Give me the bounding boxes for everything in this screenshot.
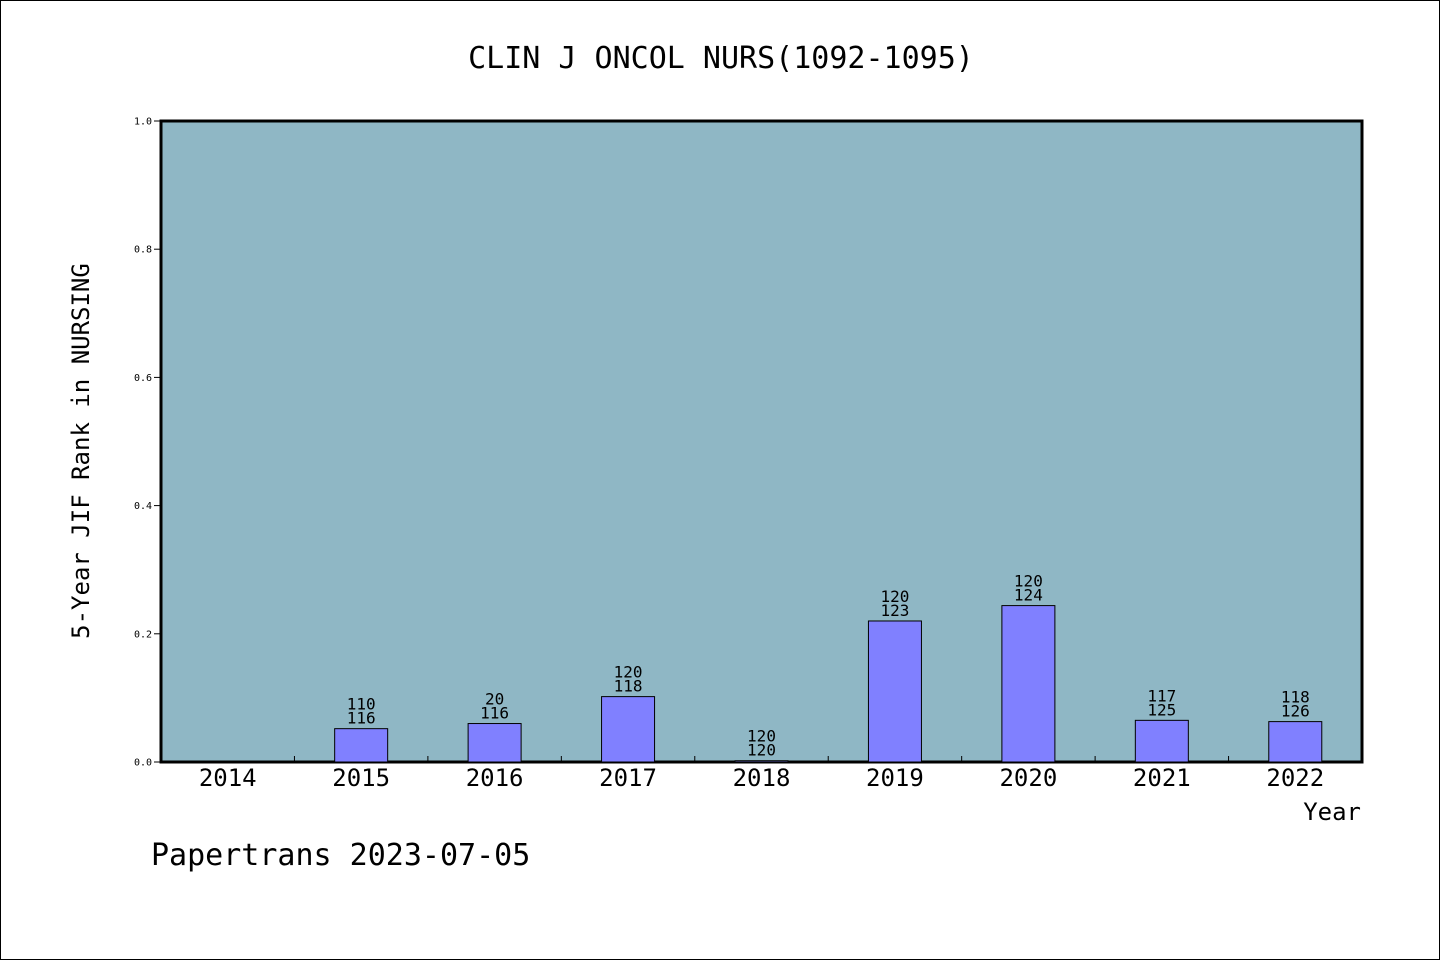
- bar-label-top: 120: [614, 663, 643, 682]
- y-tick-label: 0.2: [134, 629, 152, 640]
- plot-area: [159, 119, 1364, 764]
- x-tick-label: 2014: [199, 764, 257, 792]
- bar-2020: [1001, 605, 1056, 763]
- y-tick-label: 0.4: [134, 501, 152, 512]
- bar-label-top: 117: [1147, 686, 1176, 705]
- x-tick-label: 2019: [866, 764, 924, 792]
- bar-label-bottom: 123: [880, 601, 909, 620]
- x-axis: 2014 2015 2016 2017 2018 2019 2020 2021 2022: [199, 756, 1324, 792]
- bar-label-bottom: 125: [1147, 700, 1176, 719]
- x-tick-label: 2017: [599, 764, 657, 792]
- y-axis: 0.0 0.2 0.4 0.6 0.8 1.0: [134, 117, 161, 769]
- x-axis-label: Year: [1303, 798, 1361, 826]
- bar-label-top: 120: [1014, 572, 1043, 591]
- bar-label-top: 118: [1281, 688, 1310, 707]
- x-tick-label: 2018: [733, 764, 791, 792]
- x-tick-label: 2020: [999, 764, 1057, 792]
- bar-2019: [867, 620, 922, 763]
- y-tick-label: 0.6: [134, 373, 152, 384]
- bar-label-bottom: 116: [347, 709, 376, 728]
- y-axis-label: 5-Year JIF Rank in NURSING: [67, 263, 95, 639]
- bar-label-bottom: 118: [614, 677, 643, 696]
- x-tick-label: 2022: [1266, 764, 1324, 792]
- bar-2022: [1268, 721, 1323, 763]
- bar-2017: [601, 696, 656, 763]
- y-tick-label: 0.8: [134, 245, 152, 256]
- x-tick-label: 2016: [466, 764, 524, 792]
- bar-label-top: 120: [747, 727, 776, 746]
- bar-label-top: 20: [485, 690, 504, 709]
- y-tick-label: 0.0: [134, 758, 152, 769]
- y-tick-label: 1.0: [134, 117, 152, 128]
- watermark-text: Papertrans 2023-07-05: [151, 838, 530, 873]
- bar-label-bottom: 116: [480, 704, 509, 723]
- bar-label-bottom: 126: [1281, 702, 1310, 721]
- x-tick-label: 2015: [332, 764, 390, 792]
- bar-label-bottom: 124: [1014, 586, 1043, 605]
- bar-2015: [334, 728, 389, 763]
- bar-2018: [734, 760, 789, 763]
- bar-2016: [467, 723, 522, 763]
- bar-label-bottom: 120: [747, 741, 776, 760]
- bar-label-top: 110: [347, 695, 376, 714]
- bar-label-top: 120: [880, 587, 909, 606]
- bars: 1101162011612011812012012012312012411712…: [334, 572, 1323, 763]
- bar-2021: [1134, 719, 1189, 763]
- x-tick-label: 2021: [1133, 764, 1191, 792]
- chart-title: CLIN J ONCOL NURS(1092-1095): [468, 41, 974, 76]
